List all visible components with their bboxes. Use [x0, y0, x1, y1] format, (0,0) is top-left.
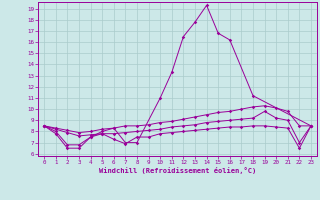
X-axis label: Windchill (Refroidissement éolien,°C): Windchill (Refroidissement éolien,°C): [99, 167, 256, 174]
